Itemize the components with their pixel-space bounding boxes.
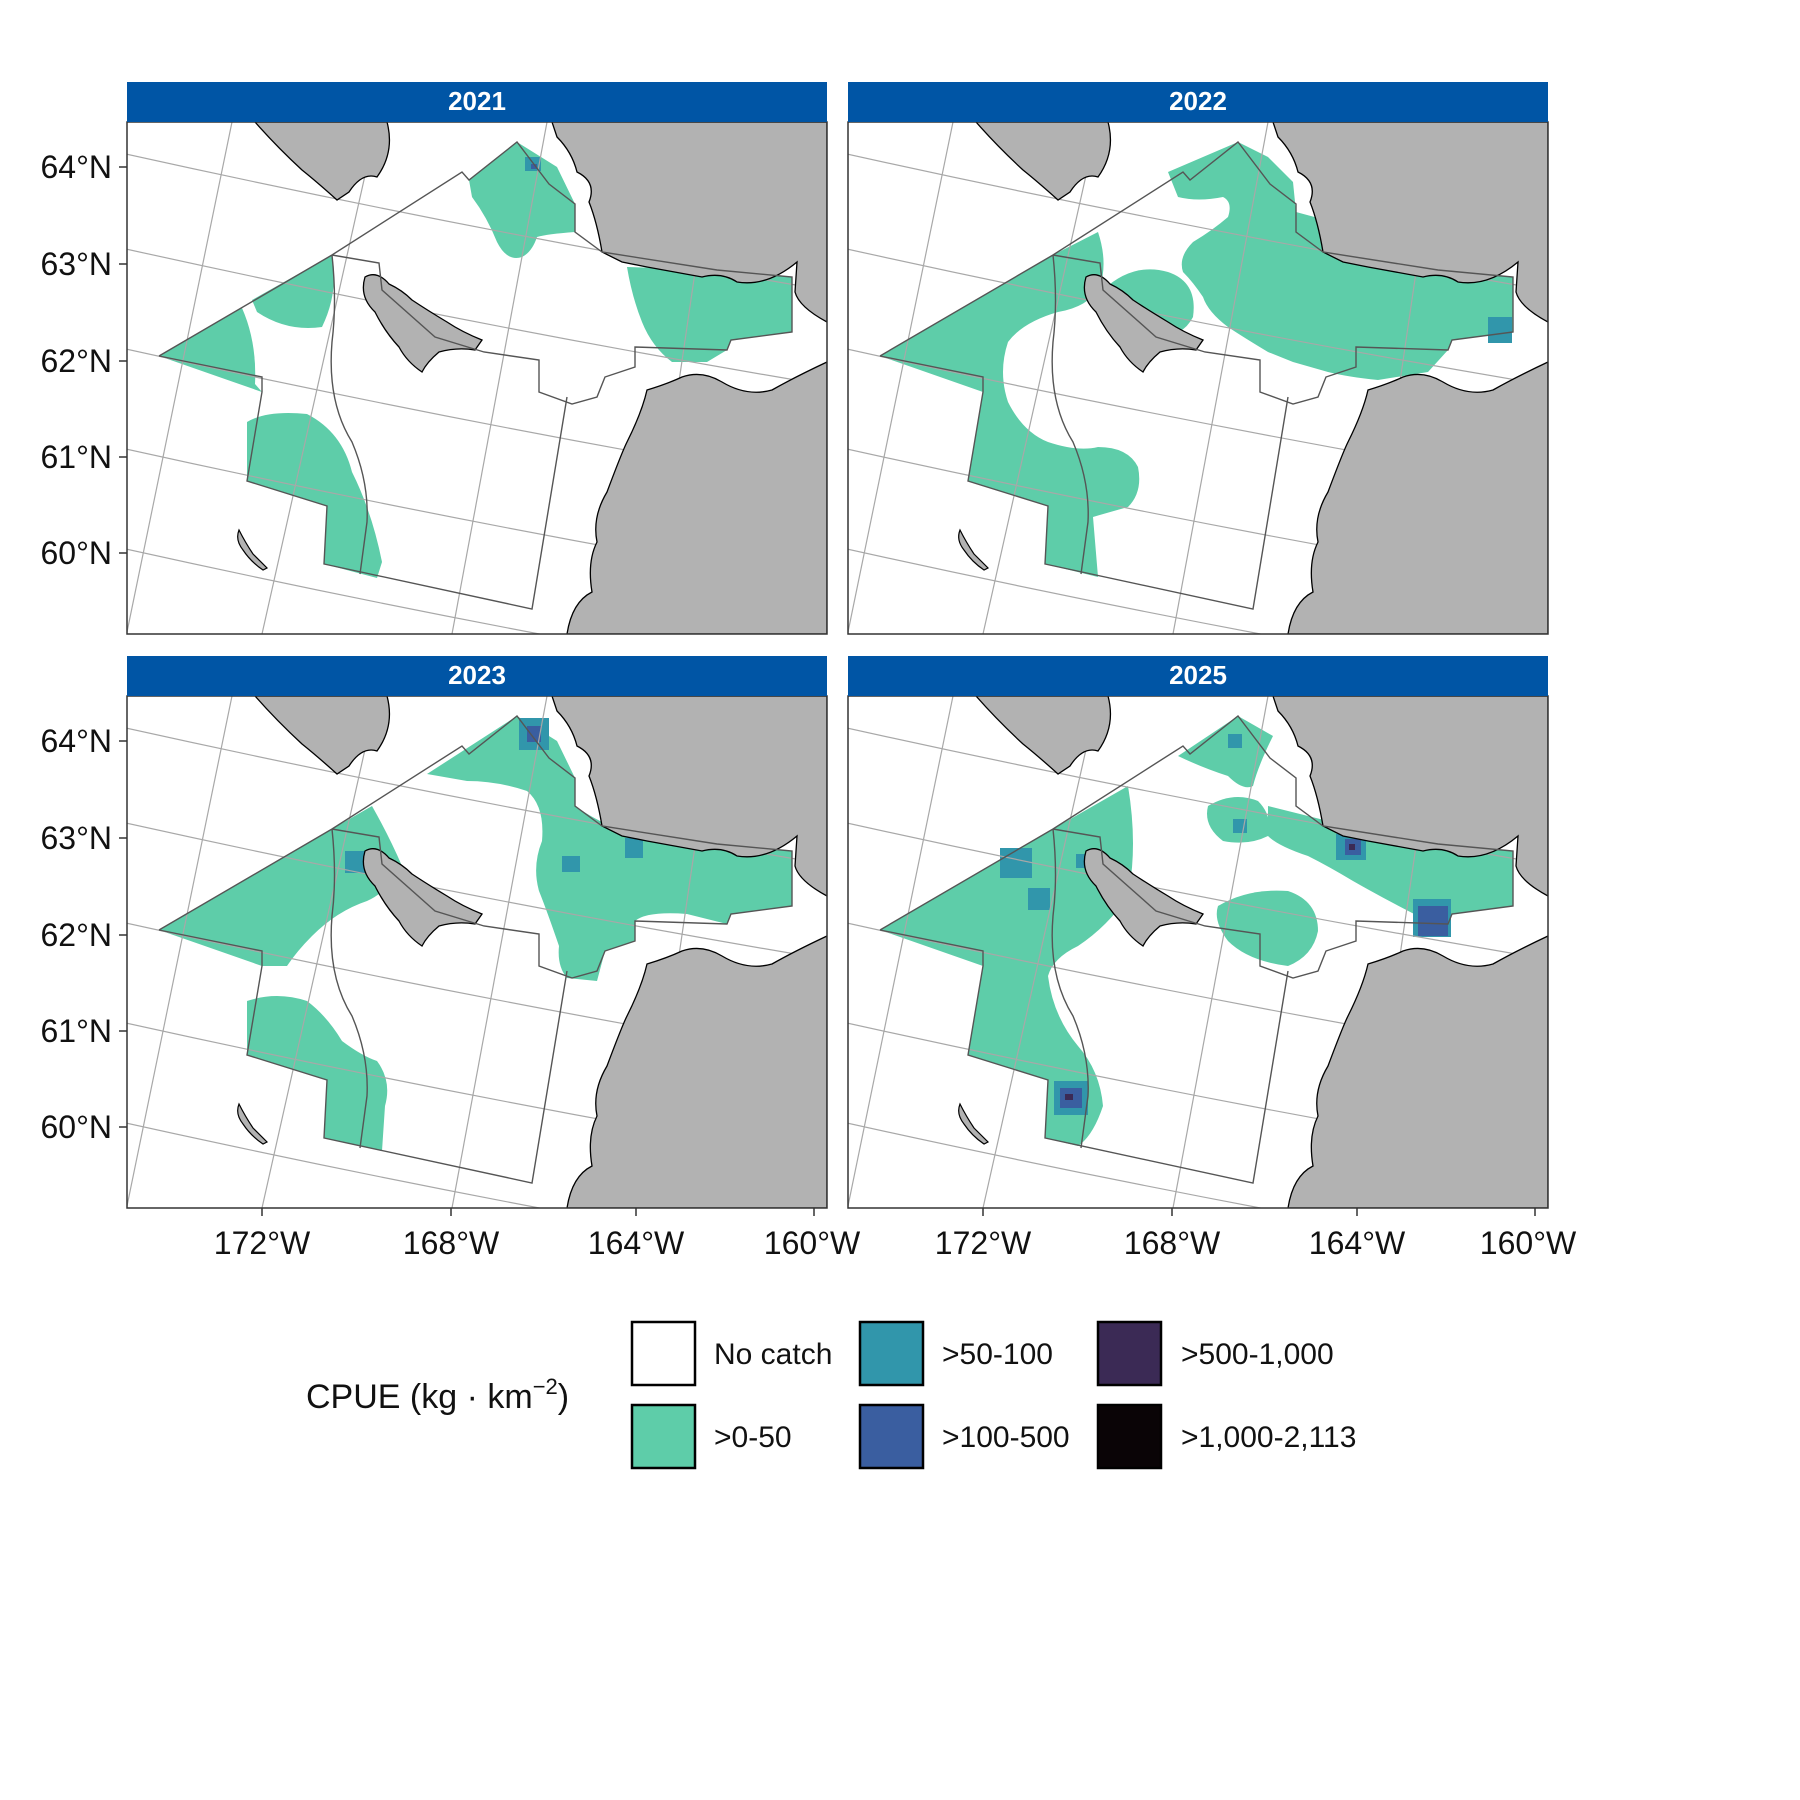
legend-swatch-50-100 xyxy=(858,1320,925,1387)
cpue-high-cell xyxy=(527,726,541,742)
legend-title: CPUE (kg · km−2) xyxy=(306,1374,569,1416)
y-axis-bottom: 64°N 63°N 62°N 61°N 60°N xyxy=(41,723,127,1145)
strip-label: 2021 xyxy=(448,86,506,116)
x-tick-label: 164°W xyxy=(1309,1225,1406,1261)
x-tick-label: 160°W xyxy=(1480,1225,1577,1261)
y-tick-label: 60°N xyxy=(41,1109,113,1145)
x-tick-label: 164°W xyxy=(588,1225,685,1261)
y-tick-label: 62°N xyxy=(41,917,113,953)
strip-label: 2023 xyxy=(448,660,506,690)
legend-swatch-1000-2113 xyxy=(1096,1403,1163,1470)
legend-label: >500-1,000 xyxy=(1181,1338,1334,1371)
x-tick-label: 168°W xyxy=(403,1225,500,1261)
cpue-high-cell xyxy=(531,164,537,169)
x-tick-label: 172°W xyxy=(214,1225,311,1261)
y-tick-label: 60°N xyxy=(41,535,113,571)
cpue-low-region xyxy=(159,142,792,578)
y-axis-top: 64°N 63°N 62°N 61°N 60°N xyxy=(41,149,127,571)
y-tick-label: 64°N xyxy=(41,149,113,185)
panel-2023 xyxy=(126,695,828,1209)
legend-label: >100-500 xyxy=(942,1421,1070,1454)
panel-2021 xyxy=(126,121,828,635)
cpue-mid-cell xyxy=(1488,317,1512,343)
strip-2023: 2023 xyxy=(127,656,827,696)
legend-label: >50-100 xyxy=(942,1338,1053,1371)
legend-label: >1,000-2,113 xyxy=(1181,1421,1356,1454)
cpue-low-region xyxy=(159,716,792,1151)
panel-2025 xyxy=(847,695,1549,1209)
x-axis-left: 172°W 168°W 164°W 160°W xyxy=(214,1208,861,1261)
cpue-very-high-cells xyxy=(1065,844,1355,1100)
strip-2022: 2022 xyxy=(848,82,1548,122)
x-tick-label: 172°W xyxy=(935,1225,1032,1261)
y-tick-label: 61°N xyxy=(41,439,113,475)
legend-label: >0-50 xyxy=(714,1421,792,1454)
cpue-low-region xyxy=(880,716,1513,1146)
legend-swatch-0-50 xyxy=(630,1403,697,1470)
y-tick-label: 64°N xyxy=(41,723,113,759)
legend-swatch-no-catch xyxy=(630,1320,697,1387)
x-tick-label: 168°W xyxy=(1124,1225,1221,1261)
x-tick-label: 160°W xyxy=(764,1225,861,1261)
strip-2025: 2025 xyxy=(848,656,1548,696)
legend-swatch-100-500 xyxy=(858,1403,925,1470)
strip-label: 2025 xyxy=(1169,660,1227,690)
x-axis-right: 172°W 168°W 164°W 160°W xyxy=(935,1208,1577,1261)
strip-label: 2022 xyxy=(1169,86,1227,116)
cpue-mid-cells xyxy=(345,718,643,873)
y-tick-label: 63°N xyxy=(41,246,113,282)
legend-label: No catch xyxy=(714,1338,832,1371)
panel-2022 xyxy=(847,121,1549,635)
y-tick-label: 61°N xyxy=(41,1013,113,1049)
strip-2021: 2021 xyxy=(127,82,827,122)
y-tick-label: 63°N xyxy=(41,820,113,856)
y-tick-label: 62°N xyxy=(41,343,113,379)
legend: CPUE (kg · km−2) No catch >0-50 >50-100 … xyxy=(306,1320,1356,1470)
legend-swatch-500-1000 xyxy=(1096,1320,1163,1387)
